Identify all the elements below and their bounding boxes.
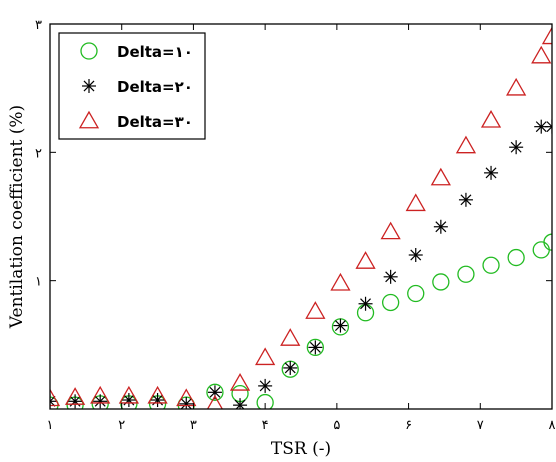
data-point-circle [381,293,400,312]
legend-marker-circle [80,42,98,60]
data-point-triangle [90,385,111,404]
legend-marker-triangle [78,110,100,129]
data-point-asterisk [545,119,552,134]
x-axis-title: TSR (-) [271,439,331,459]
x-tick-label: ۶ [405,418,412,433]
legend-label: Delta=۱۰ [117,43,193,61]
data-point-triangle [355,251,376,269]
data-point-asterisk [358,296,373,311]
data-point-triangle [455,135,477,154]
plot-markers [50,26,552,409]
x-tick-label: ۵ [333,418,340,433]
x-tick-label: ۷ [477,418,484,433]
data-point-circle [482,256,500,274]
data-point-triangle [330,272,351,291]
data-point-triangle [305,301,326,319]
data-point-asterisk [233,398,248,409]
data-point-circle [532,241,550,259]
data-point-circle [543,233,552,251]
x-tick-label: ۲ [118,418,125,433]
data-point-triangle [531,45,552,64]
data-point-asterisk [283,360,298,375]
data-point-triangle [50,388,61,407]
y-tick-label: ۱ [35,275,42,290]
series-2 [50,119,552,409]
data-point-asterisk [484,165,499,180]
series-3 [50,26,552,409]
data-point-triangle [229,373,251,391]
data-point-triangle [280,328,301,346]
y-axis-title: Ventilation coefficient (%) [7,105,27,329]
legend-label: Delta=۲۰ [117,78,193,96]
legend-label: Delta=۳۰ [117,113,193,131]
data-point-triangle [380,221,401,240]
series-1 [50,233,552,409]
legend: Delta=۱۰ Delta=۲۰ Delta=۳۰ [58,32,206,140]
data-point-triangle [430,167,451,186]
data-point-circle [206,383,224,401]
data-point-circle [457,265,475,283]
data-point-triangle [255,347,276,366]
data-point-triangle [405,193,426,212]
axis-ticks: ۱ ۲ ۳ ۴ ۵ ۶ ۷ ۸ ۱ ۲ ۳ [35,18,555,433]
data-point-circle [256,393,274,409]
y-tick-label: ۳ [35,18,42,33]
data-point-asterisk [308,340,323,355]
data-point-asterisk [408,248,423,262]
data-point-triangle [64,387,86,405]
data-point-asterisk [258,378,273,393]
plot-frame [49,23,553,410]
data-point-triangle [147,385,168,404]
y-tick-label: ۲ [35,146,42,161]
data-point-asterisk [509,140,524,155]
data-point-asterisk [458,192,473,207]
data-point-triangle [506,77,527,96]
data-point-triangle [480,109,502,128]
data-point-asterisk [333,318,348,333]
x-tick-label: ۴ [262,418,269,433]
data-point-circle [306,338,324,357]
data-point-circle [507,248,525,267]
data-point-circle [432,273,450,291]
data-point-circle [407,284,425,303]
data-point-triangle [541,26,552,45]
data-point-asterisk [433,219,448,234]
data-point-triangle [118,385,140,404]
data-point-triangle [206,394,224,409]
x-tick-label: ۳ [190,418,197,433]
data-point-asterisk [93,394,108,409]
x-tick-label: ۱ [47,418,54,433]
data-point-triangle [176,388,197,407]
x-tick-label: ۸ [549,418,556,433]
data-point-asterisk [383,269,398,284]
data-point-asterisk [50,394,57,409]
legend-marker-asterisk [82,79,96,93]
